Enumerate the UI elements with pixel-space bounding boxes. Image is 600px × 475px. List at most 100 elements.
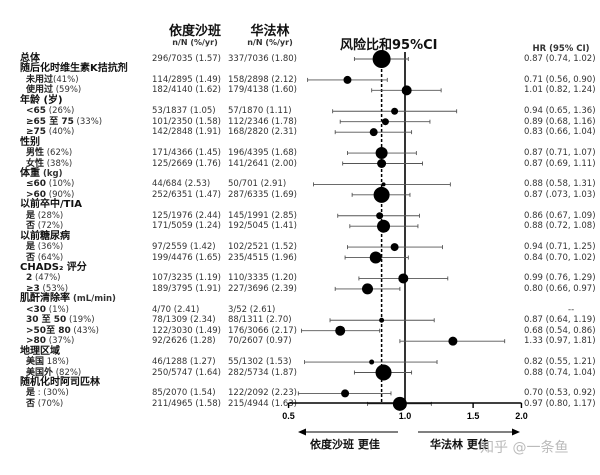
row-label-text: 女性	[26, 158, 45, 169]
row-label: ≤60 (10%)	[26, 177, 74, 191]
warfarin-value: 287/6335 (1.69)	[228, 189, 297, 200]
row-label: <30 (1%)	[26, 303, 69, 317]
row-label: 美国 18%)	[26, 355, 69, 369]
subgroup-row: 使用过 (59%) 182/4140 (1.62) 179/4138 (1.60) 1…	[0, 83, 600, 97]
hazard-ratio-value: 0.94 (0.65, 1.36)	[524, 106, 596, 117]
row-percent: (70%)	[35, 398, 64, 409]
warfarin-value: 3/52 (2.61)	[228, 304, 276, 315]
row-percent: (19%)	[66, 315, 95, 326]
hazard-ratio-value: 0.94 (0.71, 1.25)	[524, 242, 596, 253]
row-label-text: 以前糖尿病	[20, 230, 70, 242]
warfarin-value: 192/5045 (1.41)	[228, 221, 297, 232]
row-percent: : (30%)	[35, 388, 69, 399]
hazard-ratio-value: 0.88 (0.72, 1.08)	[524, 221, 596, 232]
row-label: 地理区域	[20, 345, 60, 359]
row-label-text: 否	[26, 252, 36, 263]
subgroup-row: ≥3 (53%) 189/3795 (1.91) 227/3696 (2.39) 0.…	[0, 282, 600, 296]
row-percent: (10%)	[46, 179, 75, 190]
warfarin-value: 215/4944 (1.63)	[228, 398, 297, 409]
row-label: 性别	[20, 136, 40, 150]
edoxaban-value: 92/2626 (1.28)	[152, 336, 216, 347]
subgroup-row: 否 (70%) 211/4965 (1.58) 215/4944 (1.63) 0.9…	[0, 397, 600, 411]
edoxaban-value: 182/4140 (1.62)	[152, 85, 221, 96]
hazard-ratio-value: 0.84 (0.70, 1.02)	[524, 252, 596, 263]
hazard-ratio-value: 0.97 (0.80, 1.17)	[524, 398, 596, 409]
warfarin-value: 110/3335 (1.20)	[228, 273, 297, 284]
edoxaban-value: 107/3235 (1.19)	[152, 273, 221, 284]
row-percent: (kg)	[40, 168, 63, 179]
subgroup-row: 30 至 50 (19%) 78/1309 (2.34) 88/1311 (2.70…	[0, 313, 600, 327]
right-arrow-icon	[512, 428, 520, 436]
edoxaban-column-subtitle: n/N (%/yr)	[172, 38, 218, 47]
warfarin-value: 112/2346 (1.78)	[228, 116, 297, 127]
row-label: 未用过(41%)	[26, 73, 79, 87]
warfarin-value: 282/5734 (1.87)	[228, 367, 297, 378]
row-label-text: 否	[26, 221, 36, 232]
row-label: 以前糖尿病	[20, 230, 70, 244]
group-row: 总体 296/7035 (1.57) 337/7036 (1.80) 0.87 (0.…	[0, 52, 600, 66]
edoxaban-value: 125/2669 (1.76)	[152, 158, 221, 169]
subgroup-row: <30 (1%) 4/70 (2.41) 3/52 (2.61) --	[0, 303, 600, 317]
edoxaban-value: 199/4476 (1.65)	[152, 252, 221, 263]
row-label: 随机化时阿司匹林	[20, 376, 100, 390]
warfarin-value: 55/1302 (1.53)	[228, 357, 292, 368]
subgroup-row: 是 : (30%) 85/2070 (1.54) 122/2092 (2.23) 0.…	[0, 386, 600, 400]
row-percent: (1%)	[46, 304, 69, 315]
warfarin-value: 168/2820 (2.31)	[228, 127, 297, 138]
row-label: 否 (72%)	[26, 219, 63, 233]
subgroup-row: 是 (28%) 125/1976 (2.44) 145/1991 (2.85) 0.8…	[0, 209, 600, 223]
row-percent: (59%)	[53, 85, 82, 96]
warfarin-value: 145/1991 (2.85)	[228, 210, 297, 221]
subgroup-row: <65 (26%) 53/1837 (1.05) 57/1870 (1.11) 0.9…	[0, 104, 600, 118]
row-label-text: 性别	[20, 136, 40, 148]
row-percent: (64%)	[35, 252, 64, 263]
row-label-text: 30 至 50	[26, 315, 67, 326]
group-row: 肌酐清除率 (mL/min)	[0, 292, 600, 306]
x-axis-tick-label: 1.5	[467, 411, 480, 421]
edoxaban-value: 252/6351 (1.47)	[152, 189, 221, 200]
edoxaban-value: 53/1837 (1.05)	[152, 106, 216, 117]
row-label: CHADS₂ 评分	[20, 261, 87, 275]
row-label-text: ≥3	[26, 283, 40, 294]
row-percent: (72%)	[35, 221, 64, 232]
row-label-text: 男性	[26, 148, 45, 159]
hazard-ratio-value: 0.83 (0.66, 1.04)	[524, 127, 596, 138]
hazard-ratio-value: 0.99 (0.76, 1.29)	[524, 273, 596, 284]
subgroup-row: 男性 (62%) 171/4366 (1.45) 196/4395 (1.68) 0.…	[0, 146, 600, 160]
hazard-ratio-value: 0.71 (0.56, 0.90)	[524, 74, 596, 85]
hazard-ratio-value: 0.88 (0.58, 1.31)	[524, 179, 596, 190]
row-percent: (40%)	[46, 127, 75, 138]
hazard-ratio-value: 0.87 (0.74, 1.02)	[524, 54, 596, 64]
warfarin-value: 102/2521 (1.52)	[228, 242, 297, 253]
row-label: 女性 (38%)	[26, 157, 72, 171]
warfarin-value: 70/2607 (0.97)	[228, 336, 292, 347]
subgroup-row: 2 (47%) 107/3235 (1.19) 110/3335 (1.20) 0.9…	[0, 271, 600, 285]
warfarin-value: 50/701 (2.91)	[228, 179, 287, 190]
group-row: 年龄 (岁)	[0, 94, 600, 108]
group-row: 以前卒中/TIA	[0, 198, 600, 212]
hazard-ratio-value: 0.87 (0.64, 1.19)	[524, 315, 596, 326]
edoxaban-better-label: 依度沙班 更佳	[310, 438, 380, 451]
row-label: 否 (64%)	[26, 251, 63, 265]
row-label: 年龄 (岁)	[20, 94, 63, 108]
edoxaban-value: 97/2559 (1.42)	[152, 242, 216, 253]
row-label-text: <30	[26, 304, 47, 315]
row-label: 是 (36%)	[26, 240, 63, 254]
watermark: 知乎 @一条鱼	[480, 440, 569, 456]
row-label-text: 随后化时维生素K拮抗剂	[20, 63, 128, 75]
row-label-text: 地理区域	[20, 345, 60, 357]
row-label: >50至 80 (43%)	[26, 324, 99, 338]
row-percent: 18%)	[44, 357, 69, 368]
row-label: 2 (47%)	[26, 271, 61, 285]
subgroup-row: 女性 (38%) 125/2669 (1.76) 141/2641 (2.00) 0.…	[0, 157, 600, 171]
x-axis-tick-label: 1.0	[399, 411, 412, 421]
row-label-text: 是	[26, 242, 36, 253]
row-percent: (26%)	[46, 106, 75, 117]
edoxaban-column-title: 依度沙班	[168, 24, 221, 39]
row-label-text: 肌酐清除率	[20, 293, 70, 305]
hazard-ratio-value: 0.87 (0.71, 1.07)	[524, 148, 596, 159]
subgroup-row: 美国外 (82%) 250/5747 (1.64) 282/5734 (1.87) 0…	[0, 366, 600, 380]
row-label: <65 (26%)	[26, 104, 74, 118]
row-percent: (38%)	[44, 158, 73, 169]
row-label-text: CHADS₂ 评分	[20, 262, 87, 273]
